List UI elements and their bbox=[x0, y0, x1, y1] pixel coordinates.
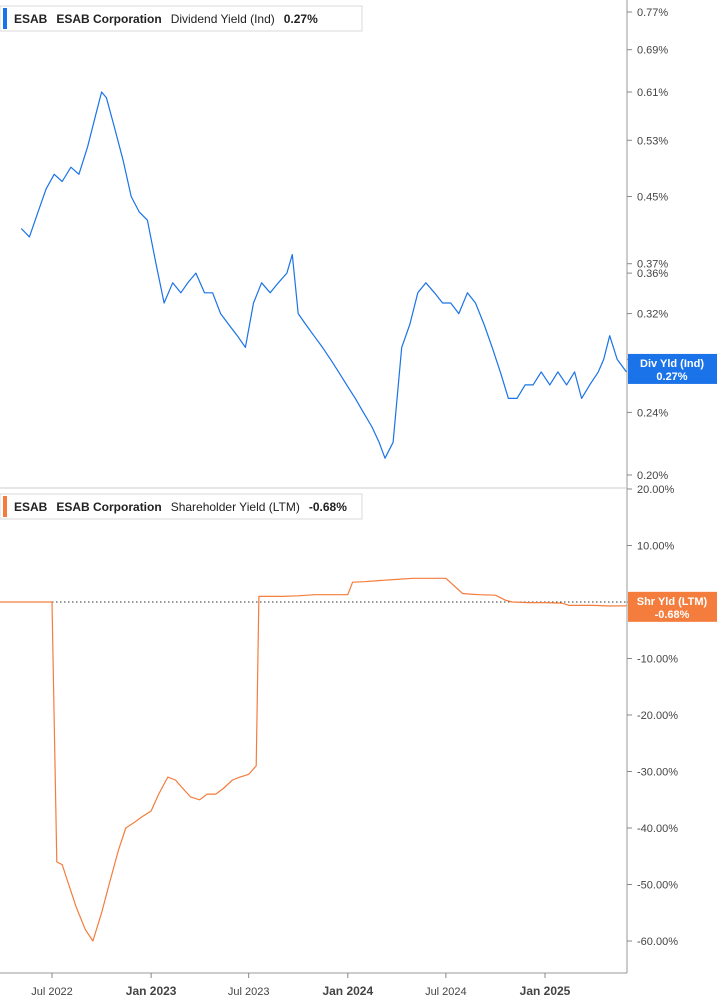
div-yield-legend: ESAB ESAB Corporation Dividend Yield (Ind)… bbox=[0, 5, 363, 32]
div-yield-badge-bg bbox=[628, 353, 717, 384]
shr-yield-y-tick-label: -50.00% bbox=[637, 880, 678, 892]
shr-yield-badge-value: -0.68% bbox=[655, 609, 690, 621]
div-yield-legend-box bbox=[0, 5, 363, 32]
div-yield-value-badge: Div Yld (Ind)0.27% bbox=[628, 353, 717, 384]
div-yield-legend-part: ESAB Corporation bbox=[56, 12, 161, 26]
div-yield-y-tick-label: 0.32% bbox=[637, 309, 668, 321]
x-tick-label: Jan 2023 bbox=[126, 984, 177, 998]
x-tick-label: Jan 2025 bbox=[520, 984, 571, 998]
shareholder-yield-panel: 20.00%10.00%0.00%-10.00%-20.00%-30.00%-4… bbox=[0, 484, 717, 948]
x-axis: Jul 2022 Jan 2023 Jul 2023 Jan 2024 Jul 2024… bbox=[31, 973, 571, 998]
x-tick-label: Jul 2024 bbox=[425, 986, 467, 998]
div-yield-badge-value: 0.27% bbox=[656, 371, 687, 383]
div-yield-badge-label: Div Yld (Ind) bbox=[640, 358, 704, 370]
div-yield-y-tick-label: 0.36% bbox=[637, 268, 668, 280]
shr-yield-legend-text: ESAB ESAB Corporation Shareholder Yield (L… bbox=[14, 500, 347, 514]
div-yield-legend-part: Dividend Yield (Ind) bbox=[171, 12, 275, 26]
div-yield-legend-part: ESAB bbox=[14, 12, 48, 26]
shr-yield-y-tick-label: -20.00% bbox=[637, 710, 678, 722]
dividend-yield-series-line bbox=[20, 91, 627, 459]
shr-yield-legend-part: Shareholder Yield (LTM) bbox=[171, 500, 300, 514]
div-yield-y-tick-label: 0.20% bbox=[637, 470, 668, 482]
x-tick-label: Jan 2024 bbox=[322, 984, 373, 998]
shr-yield-legend-part: -0.68% bbox=[309, 500, 347, 514]
div-yield-legend-part: 0.27% bbox=[284, 12, 318, 26]
shr-yield-legend-box bbox=[0, 493, 363, 520]
div-yield-y-tick-label: 0.61% bbox=[637, 87, 668, 99]
div-yield-y-tick-label: 0.24% bbox=[637, 407, 668, 419]
shr-yield-y-tick-label: -30.00% bbox=[637, 767, 678, 779]
grid-layer bbox=[0, 0, 628, 974]
div-yield-y-tick-label: 0.45% bbox=[637, 191, 668, 203]
shr-yield-legend-part: ESAB bbox=[14, 500, 48, 514]
x-tick-label: Jul 2023 bbox=[228, 986, 270, 998]
div-yield-y-tick-label: 0.53% bbox=[637, 135, 668, 147]
div-yield-y-tick-label: 0.69% bbox=[637, 45, 668, 57]
shr-yield-y-tick-label: -40.00% bbox=[637, 823, 678, 835]
div-yield-legend-text: ESAB ESAB Corporation Dividend Yield (Ind)… bbox=[14, 12, 318, 26]
shr-yield-legend: ESAB ESAB Corporation Shareholder Yield (L… bbox=[0, 493, 363, 520]
shr-yield-badge-label: Shr Yld (LTM) bbox=[637, 596, 708, 608]
shr-yield-y-tick-label: 10.00% bbox=[637, 541, 675, 553]
shr-yield-y-tick-label: -60.00% bbox=[637, 936, 678, 948]
div-yield-y-tick-label: 0.37% bbox=[637, 259, 668, 271]
shr-yield-y-tick-label: -10.00% bbox=[637, 654, 678, 666]
shr-yield-y-tick-label: 20.00% bbox=[637, 484, 675, 496]
shr-yield-legend-part: ESAB Corporation bbox=[56, 500, 161, 514]
shr-yield-badge-bg bbox=[628, 591, 717, 622]
shr-yield-value-badge: Shr Yld (LTM)-0.68% bbox=[628, 591, 717, 622]
shr-yield-legend-swatch bbox=[3, 496, 7, 517]
div-yield-legend-swatch bbox=[3, 8, 7, 29]
shareholder-yield-series-line bbox=[0, 577, 627, 942]
x-tick-label: Jul 2022 bbox=[31, 986, 73, 998]
dividend-yield-panel: 0.77% 0.69% 0.61% 0.53% 0.45% 0.37%0.36% 0.32%… bbox=[0, 5, 717, 482]
div-yield-y-tick-label: 0.77% bbox=[637, 7, 668, 19]
